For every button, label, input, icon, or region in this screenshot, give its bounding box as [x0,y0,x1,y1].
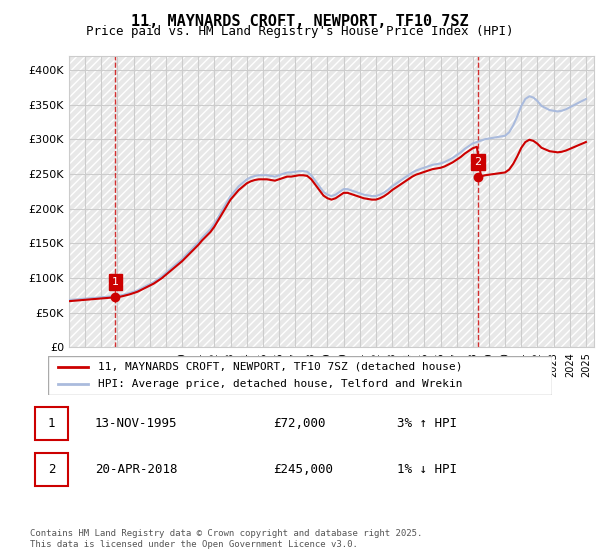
FancyBboxPatch shape [35,453,68,486]
Text: £72,000: £72,000 [273,417,325,430]
Text: Price paid vs. HM Land Registry's House Price Index (HPI): Price paid vs. HM Land Registry's House … [86,25,514,38]
Text: 2: 2 [48,463,55,476]
Text: 1: 1 [48,417,55,430]
Text: 11, MAYNARDS CROFT, NEWPORT, TF10 7SZ (detached house): 11, MAYNARDS CROFT, NEWPORT, TF10 7SZ (d… [98,362,463,372]
Text: 3% ↑ HPI: 3% ↑ HPI [397,417,457,430]
Text: £245,000: £245,000 [273,463,333,476]
FancyBboxPatch shape [48,356,552,395]
Text: 1: 1 [112,277,119,287]
Text: 2: 2 [474,157,481,167]
Text: 13-NOV-1995: 13-NOV-1995 [95,417,178,430]
Text: 20-APR-2018: 20-APR-2018 [95,463,178,476]
Text: 11, MAYNARDS CROFT, NEWPORT, TF10 7SZ: 11, MAYNARDS CROFT, NEWPORT, TF10 7SZ [131,14,469,29]
Text: 1% ↓ HPI: 1% ↓ HPI [397,463,457,476]
Text: Contains HM Land Registry data © Crown copyright and database right 2025.
This d: Contains HM Land Registry data © Crown c… [30,529,422,549]
Text: HPI: Average price, detached house, Telford and Wrekin: HPI: Average price, detached house, Telf… [98,379,463,389]
FancyBboxPatch shape [35,407,68,440]
